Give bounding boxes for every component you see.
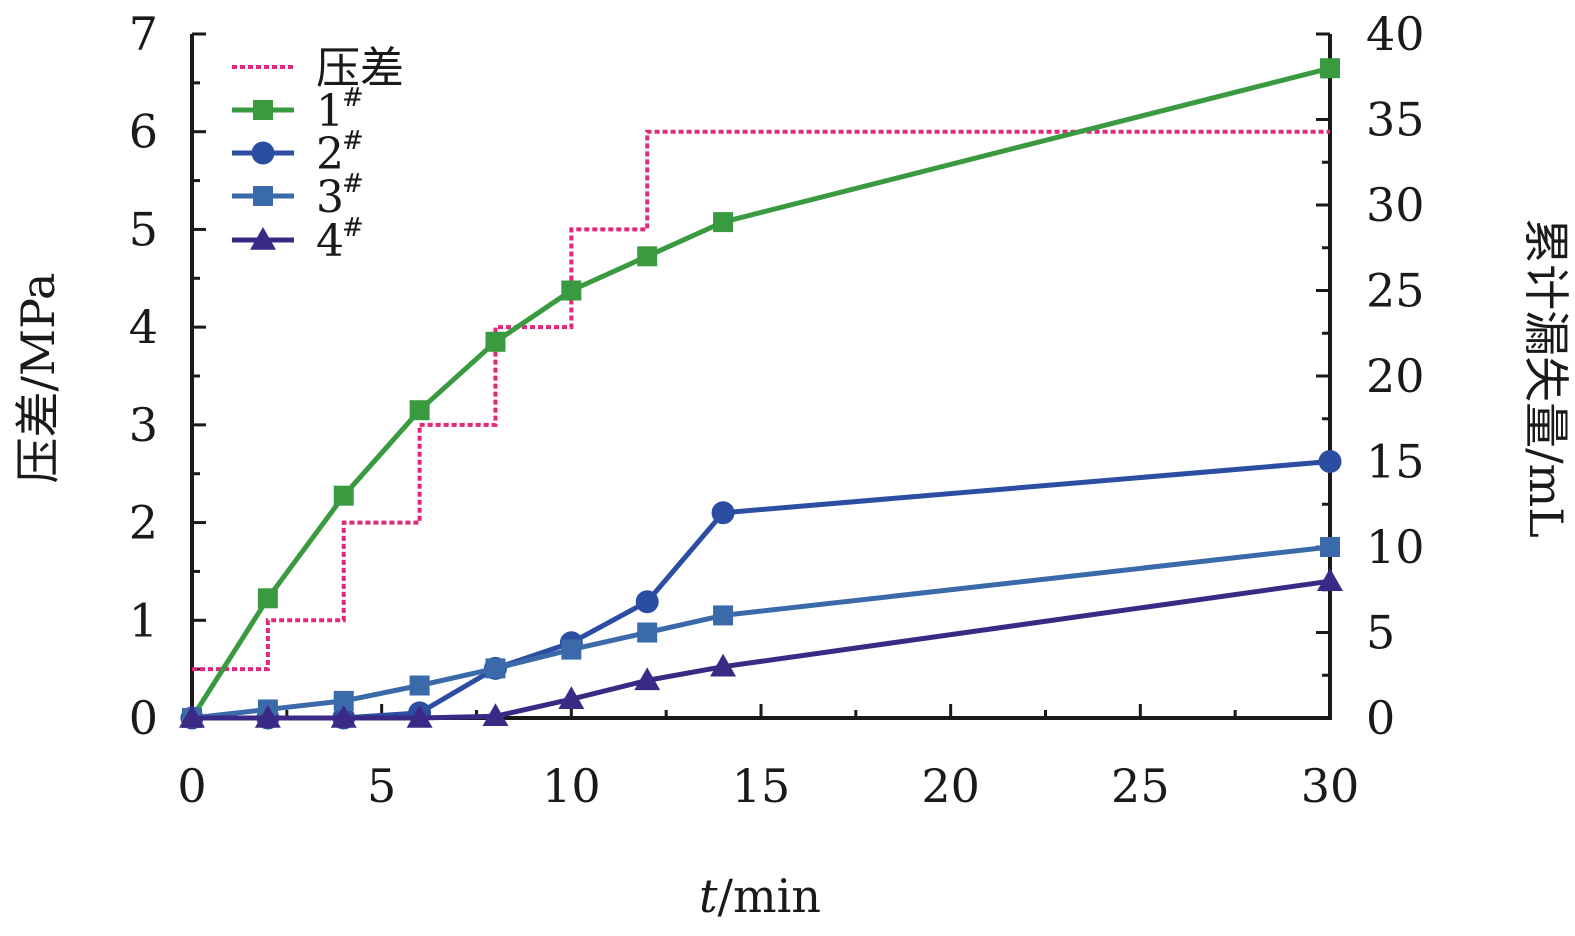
- data-point: [253, 186, 273, 206]
- y-axis-left: 0 1 2 3 4 5 6 7: [129, 7, 206, 745]
- legend-label: 4: [316, 216, 344, 267]
- data-point: [257, 588, 278, 609]
- data-point: [713, 605, 734, 626]
- x-tick-label: 15: [732, 759, 791, 813]
- y-left-tick-label: 2: [129, 496, 158, 550]
- y-left-tick-label: 7: [129, 7, 158, 61]
- y-right-tick-label: 5: [1366, 606, 1395, 660]
- y-left-tick-label: 1: [129, 593, 158, 647]
- series-2: [180, 450, 1342, 730]
- x-axis-title: t/min: [699, 869, 821, 923]
- legend-label-pressure: 压差: [316, 43, 404, 94]
- y-right-tick-label: 20: [1366, 349, 1425, 403]
- y-right-tick-label: 25: [1366, 264, 1425, 318]
- x-tick-label: 25: [1111, 759, 1170, 813]
- series-line-pressure: [192, 129, 1330, 672]
- data-point: [482, 703, 509, 727]
- x-tick-label: 30: [1301, 759, 1360, 813]
- data-point: [1320, 537, 1340, 557]
- data-point: [485, 331, 506, 352]
- legend-label-sup: #: [342, 169, 364, 199]
- x-tick-label: 0: [177, 759, 206, 813]
- x-tick-label: 5: [367, 759, 396, 813]
- data-point: [561, 280, 582, 301]
- data-point: [637, 622, 658, 643]
- data-point: [179, 705, 205, 728]
- y-right-tick-label: 35: [1366, 93, 1425, 147]
- y-axis-right-title: 累计漏失量/mL: [1519, 218, 1573, 538]
- y-axis-left-title: 压差/MPa: [11, 273, 65, 484]
- legend-label-sup: #: [342, 83, 364, 113]
- data-point: [1320, 58, 1340, 79]
- data-point: [333, 485, 354, 506]
- data-point: [635, 590, 659, 614]
- legend: 压差1#2#3#4#: [232, 43, 404, 267]
- data-point: [409, 675, 430, 696]
- series-1: [182, 58, 1340, 728]
- data-point: [711, 501, 735, 525]
- y-left-tick-label: 0: [129, 691, 158, 745]
- data-point: [637, 246, 658, 267]
- x-tick-label: 20: [921, 759, 980, 813]
- data-point: [710, 653, 737, 677]
- data-point: [561, 639, 582, 660]
- legend-label-sup: #: [342, 213, 364, 243]
- data-point: [558, 686, 585, 709]
- legend-label: 2: [316, 129, 344, 180]
- x-tick-label: 10: [542, 759, 601, 813]
- y-left-tick-label: 5: [129, 202, 158, 256]
- data-point: [251, 141, 275, 165]
- data-point: [485, 658, 506, 679]
- y-right-tick-label: 10: [1366, 520, 1425, 574]
- series-line: [191, 544, 1331, 721]
- legend-label: 3: [316, 172, 344, 223]
- y-left-tick-label: 4: [129, 300, 158, 354]
- series-4: [179, 568, 1343, 728]
- data-point: [1318, 450, 1342, 473]
- data-point: [1317, 568, 1343, 591]
- data-point: [254, 705, 281, 728]
- data-point: [634, 667, 661, 691]
- legend-label-sup: #: [342, 126, 364, 156]
- y-axis-right: 0 5 10 15 20 25 30 35 40: [1316, 7, 1425, 745]
- y-left-tick-label: 3: [129, 398, 158, 452]
- data-point: [253, 100, 273, 120]
- data-point: [409, 400, 430, 421]
- y-right-tick-label: 40: [1366, 7, 1425, 61]
- y-right-tick-label: 0: [1366, 691, 1395, 745]
- x-axis: 0 5 10 15 20 25 30: [177, 704, 1359, 813]
- data-point: [330, 705, 357, 728]
- data-point: [250, 227, 276, 250]
- data-point: [713, 212, 734, 233]
- legend-label: 1: [316, 86, 344, 137]
- data-point: [333, 690, 354, 711]
- x-axis-title-unit: /min: [718, 869, 821, 923]
- plot-lines: [179, 58, 1343, 730]
- y-right-tick-label: 30: [1366, 178, 1425, 232]
- x-axis-title-italic: t: [699, 869, 718, 923]
- data-point: [406, 705, 433, 728]
- series-line: [189, 65, 1331, 720]
- y-right-tick-label: 15: [1366, 435, 1425, 489]
- y-left-tick-label: 6: [129, 105, 158, 159]
- series-3: [182, 537, 1340, 728]
- series-line: [192, 459, 1331, 721]
